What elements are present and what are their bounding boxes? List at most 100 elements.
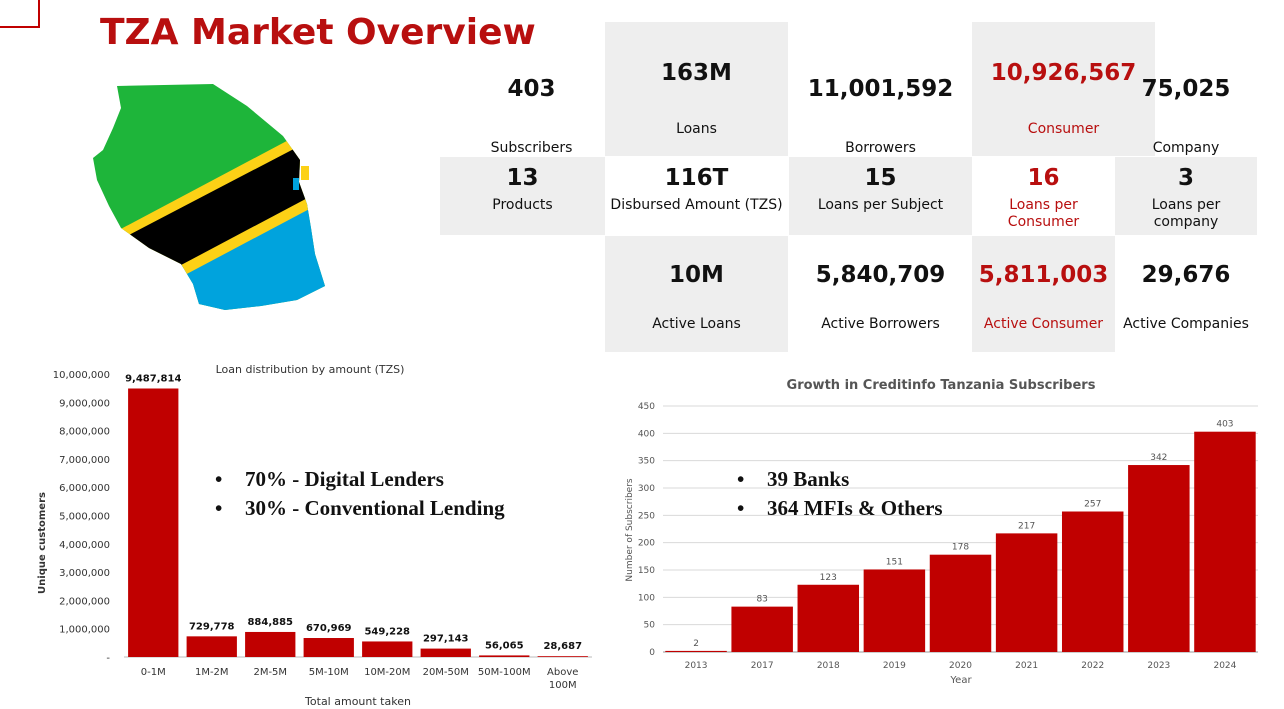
stat-active-loans: 10M Active Loans xyxy=(605,236,788,352)
stat-disbursed: 116T Disbursed Amount (TZS) xyxy=(605,157,788,235)
data-label: 670,969 xyxy=(306,623,352,634)
stat-label: Company xyxy=(1152,140,1220,156)
bar xyxy=(731,606,793,652)
data-label: 403 xyxy=(1216,420,1233,430)
y-tick-label: 50 xyxy=(644,621,656,631)
x-axis-label: Total amount taken xyxy=(304,695,411,708)
y-tick-label: - xyxy=(106,653,110,664)
stat-value: 5,811,003 xyxy=(978,262,1109,288)
x-tick-label: 5M-10M xyxy=(309,667,349,678)
data-label: 884,885 xyxy=(247,617,293,628)
corner-accent xyxy=(0,0,40,28)
bar xyxy=(1061,511,1124,652)
y-tick-label: 8,000,000 xyxy=(59,427,110,438)
stat-label: Active Borrowers xyxy=(821,316,940,332)
stat-company: 75,025 Company xyxy=(1115,42,1257,156)
x-tick-label: 1M-2M xyxy=(195,667,229,678)
stat-value: 403 xyxy=(507,76,556,102)
x-tick-label: 100M xyxy=(549,680,577,691)
bar xyxy=(537,656,588,657)
stat-label: Loans per Consumer xyxy=(1007,197,1080,230)
y-tick-label: 400 xyxy=(638,429,655,439)
stat-label: Products xyxy=(492,197,553,213)
stat-label: Active Companies xyxy=(1123,316,1249,332)
subscriber-growth-chart: Growth in Creditinfo Tanzania Subscriber… xyxy=(625,378,1258,686)
bullet-item: 30% - Conventional Lending xyxy=(215,494,505,523)
data-label: 2 xyxy=(693,639,699,649)
data-label: 257 xyxy=(1084,500,1101,510)
bar xyxy=(797,584,860,652)
stat-label: Active Consumer xyxy=(983,316,1104,332)
bullet-item: 70% - Digital Lenders xyxy=(215,465,505,494)
y-tick-label: 100 xyxy=(638,593,655,603)
x-tick-label: 2M-5M xyxy=(253,667,287,678)
bar xyxy=(665,650,727,652)
chart-title: Growth in Creditinfo Tanzania Subscriber… xyxy=(787,378,1096,393)
stat-value: 10,926,567 xyxy=(990,60,1137,86)
stat-subscribers: 403 Subscribers xyxy=(440,42,623,156)
stat-value: 13 xyxy=(506,165,539,191)
data-label: 151 xyxy=(886,557,903,567)
bar xyxy=(186,636,237,657)
bar xyxy=(362,641,413,657)
lender-split-list: 70% - Digital Lenders 30% - Conventional… xyxy=(215,465,505,523)
stat-label: Subscribers xyxy=(490,140,573,156)
bullet-item: 364 MFIs & Others xyxy=(737,494,943,523)
data-label: 9,487,814 xyxy=(125,373,181,384)
stat-value: 29,676 xyxy=(1141,262,1231,288)
stat-loans: 163M Loans xyxy=(605,22,788,156)
y-tick-label: 300 xyxy=(638,484,655,494)
stat-value: 3 xyxy=(1177,165,1194,191)
x-tick-label: 2013 xyxy=(685,661,708,671)
data-label: 178 xyxy=(952,543,969,553)
data-label: 56,065 xyxy=(485,640,524,651)
stat-value: 116T xyxy=(664,165,729,191)
stat-label: Disbursed Amount (TZS) xyxy=(610,197,783,213)
stat-loans-per-company: 3 Loans per company xyxy=(1115,157,1257,235)
stat-label: Consumer xyxy=(1027,121,1100,137)
y-tick-label: 350 xyxy=(638,457,655,467)
data-label: 123 xyxy=(820,573,837,583)
stat-label: Borrowers xyxy=(845,140,916,156)
y-tick-label: 1,000,000 xyxy=(59,625,110,636)
x-tick-label: Above xyxy=(547,667,578,678)
stat-value: 16 xyxy=(1027,165,1060,191)
x-tick-label: 2022 xyxy=(1081,661,1104,671)
x-tick-label: 2023 xyxy=(1147,661,1170,671)
stat-active-companies: 29,676 Active Companies xyxy=(1115,236,1257,352)
stat-loans-per-subject: 15 Loans per Subject xyxy=(789,157,972,235)
bar xyxy=(995,533,1058,652)
y-tick-label: 6,000,000 xyxy=(59,483,110,494)
y-tick-label: 250 xyxy=(638,511,655,521)
data-label: 297,143 xyxy=(423,634,469,645)
page-title: TZA Market Overview xyxy=(100,12,536,53)
tanzania-flag-map-icon xyxy=(93,84,325,310)
bar xyxy=(128,388,179,657)
x-tick-label: 2018 xyxy=(817,661,840,671)
chart-title: Loan distribution by amount (TZS) xyxy=(216,363,405,376)
stat-value: 75,025 xyxy=(1141,76,1231,102)
stat-consumer: 10,926,567 Consumer xyxy=(972,22,1155,156)
bullet-item: 39 Banks xyxy=(737,465,943,494)
stat-active-borrowers: 5,840,709 Active Borrowers xyxy=(789,236,972,352)
stat-value: 10M xyxy=(669,262,724,288)
y-tick-label: 10,000,000 xyxy=(53,370,110,381)
bar xyxy=(863,569,926,652)
stat-label: Loans per company xyxy=(1151,197,1221,230)
x-axis-label: Year xyxy=(949,675,972,686)
bar xyxy=(479,655,530,657)
stat-borrowers: 11,001,592 Borrowers xyxy=(789,42,972,156)
x-tick-label: 2024 xyxy=(1213,661,1236,671)
data-label: 342 xyxy=(1150,453,1167,463)
data-label: 28,687 xyxy=(543,641,582,652)
stat-value: 5,840,709 xyxy=(815,262,946,288)
data-label: 83 xyxy=(756,595,767,605)
y-tick-label: 2,000,000 xyxy=(59,596,110,607)
bar xyxy=(1128,465,1190,652)
loan-distribution-chart: Loan distribution by amount (TZS) Unique… xyxy=(37,363,592,708)
stat-value: 15 xyxy=(864,165,897,191)
subscriber-type-list: 39 Banks 364 MFIs & Others xyxy=(737,465,943,523)
stat-label: Loans per Subject xyxy=(817,197,944,213)
data-label: 549,228 xyxy=(364,626,410,637)
stat-label: Active Loans xyxy=(652,316,741,332)
